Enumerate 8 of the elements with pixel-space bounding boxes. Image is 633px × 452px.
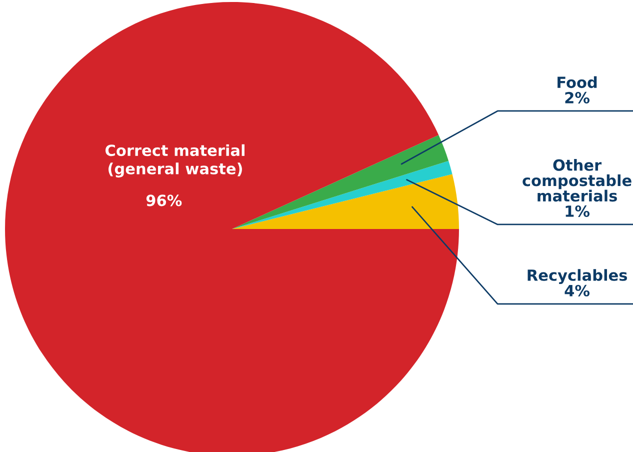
slice-label: Recyclables: [528, 269, 627, 284]
data-label: 4%: [564, 284, 590, 296]
slice-label: Correct material (general waste): [105, 144, 244, 178]
data-label: 96%: [146, 194, 182, 206]
slice-label: Food: [558, 76, 597, 88]
data-label: 1%: [566, 205, 590, 217]
slice-label: Other compostable materials: [522, 159, 632, 202]
data-label: 2%: [565, 92, 590, 104]
